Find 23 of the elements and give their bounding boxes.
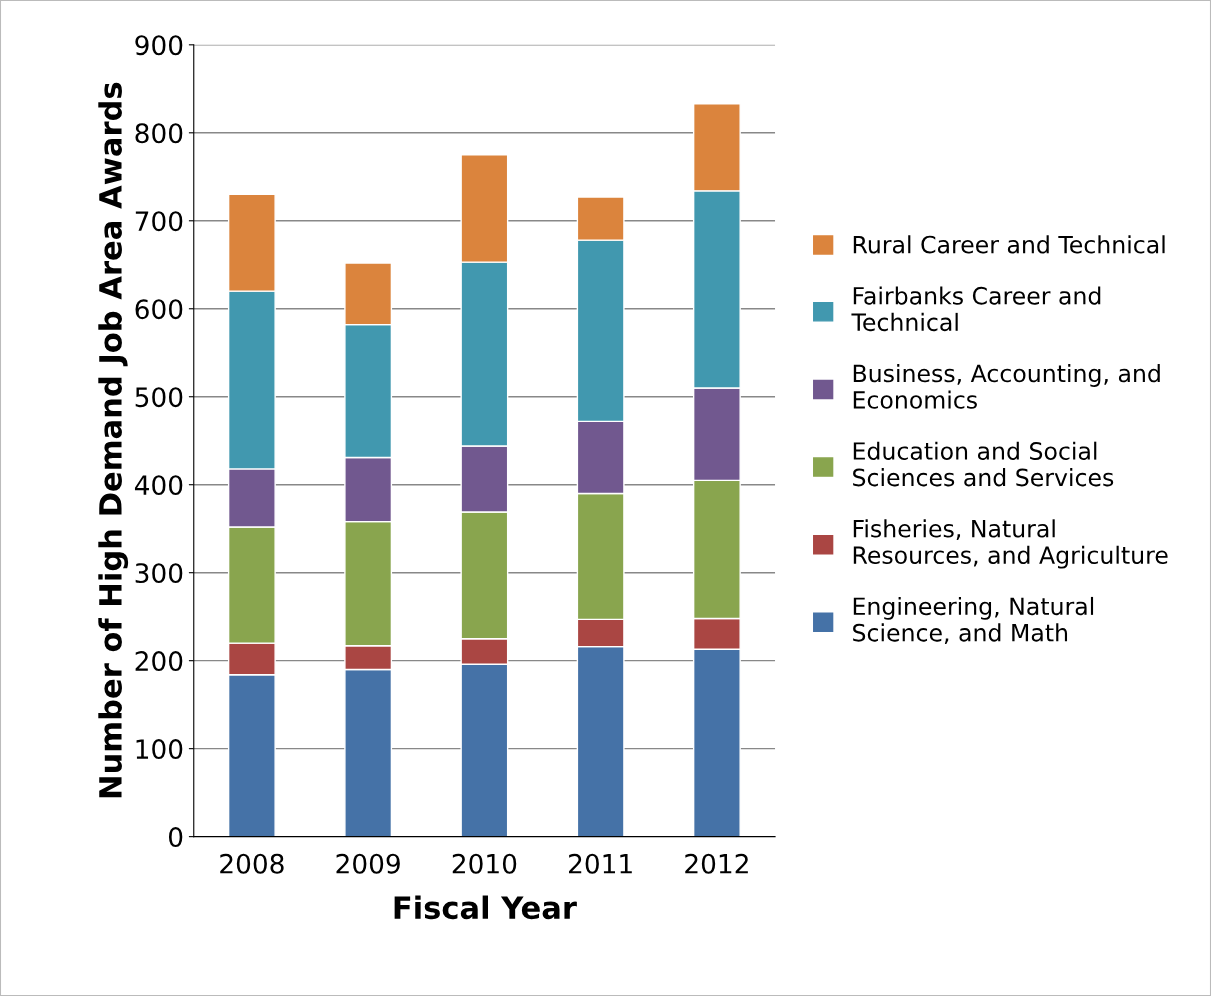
x-tick-label: 2010 [452,853,517,874]
y-tick-label: 900 [135,35,183,56]
legend-label: Rural Career and Technical [853,235,1165,254]
x-tick-label: 2008 [220,853,284,874]
legend-label: Education and Social Sciences and Services [853,441,1114,487]
y-axis-title: Number of High Demand Job Area Awards [98,82,129,798]
y-tick-label: 200 [135,651,183,672]
y-tick-label: 100 [136,739,183,760]
legend-label: Fisheries, Natural Resources, and Agriculture [853,519,1168,569]
y-tick-label: 600 [135,299,183,320]
y-tick-label: 700 [135,211,183,232]
x-axis-title: Fiscal Year [394,895,577,920]
x-tick-label: 2009 [336,853,400,874]
legend-label: Fairbanks Career and Technical [851,286,1101,332]
y-tick-label: 800 [135,123,183,144]
y-tick-label: 0 [168,827,183,848]
x-tick-label: 2012 [685,853,748,874]
x-tick-label: 2011 [569,853,632,874]
y-tick-label: 500 [135,387,183,408]
y-tick-label: 300 [135,563,183,584]
y-tick-label: 400 [134,475,183,496]
legend-label: Engineering, Natural Science, and Math [853,596,1094,645]
legend-label: Business, Accounting, and Economics [853,364,1160,409]
